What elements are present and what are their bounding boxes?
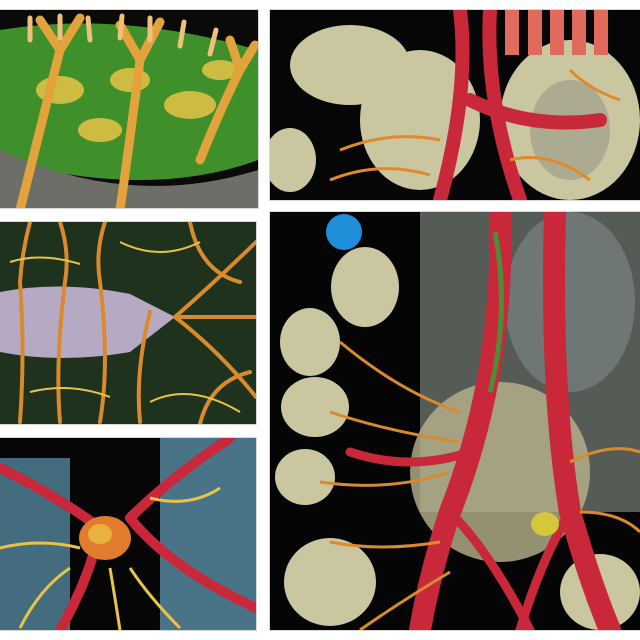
leaf-illustration (0, 10, 258, 208)
lobe-shadow (530, 80, 610, 180)
panel-top-right (270, 10, 640, 200)
vessel-lobe-illustration (270, 10, 640, 200)
orange-fibers (17, 222, 256, 424)
panel-middle-left (0, 222, 256, 424)
red-vessels (433, 10, 607, 200)
yellow-node (531, 512, 559, 536)
top-prongs (27, 13, 219, 57)
lavender-membrane (0, 286, 175, 358)
artery-illustration (270, 212, 640, 630)
panel-large-right (270, 212, 640, 630)
orange-fibers (329, 68, 621, 182)
green-strand (487, 231, 504, 393)
membrane-illustration (0, 222, 256, 424)
yellow-threads (9, 241, 241, 413)
panel-top-left (0, 10, 258, 208)
artery-branches (345, 447, 575, 630)
panel-bottom-left (0, 438, 256, 630)
rock-texture (0, 150, 258, 208)
nerve-cluster-illustration (0, 438, 256, 630)
top-vessel-comb (505, 10, 608, 55)
yellow-fibers (0, 486, 221, 630)
blue-glow (326, 214, 362, 250)
yellow-branches (15, 13, 258, 208)
orange-nerves (319, 340, 640, 630)
leaf-body (0, 23, 258, 181)
